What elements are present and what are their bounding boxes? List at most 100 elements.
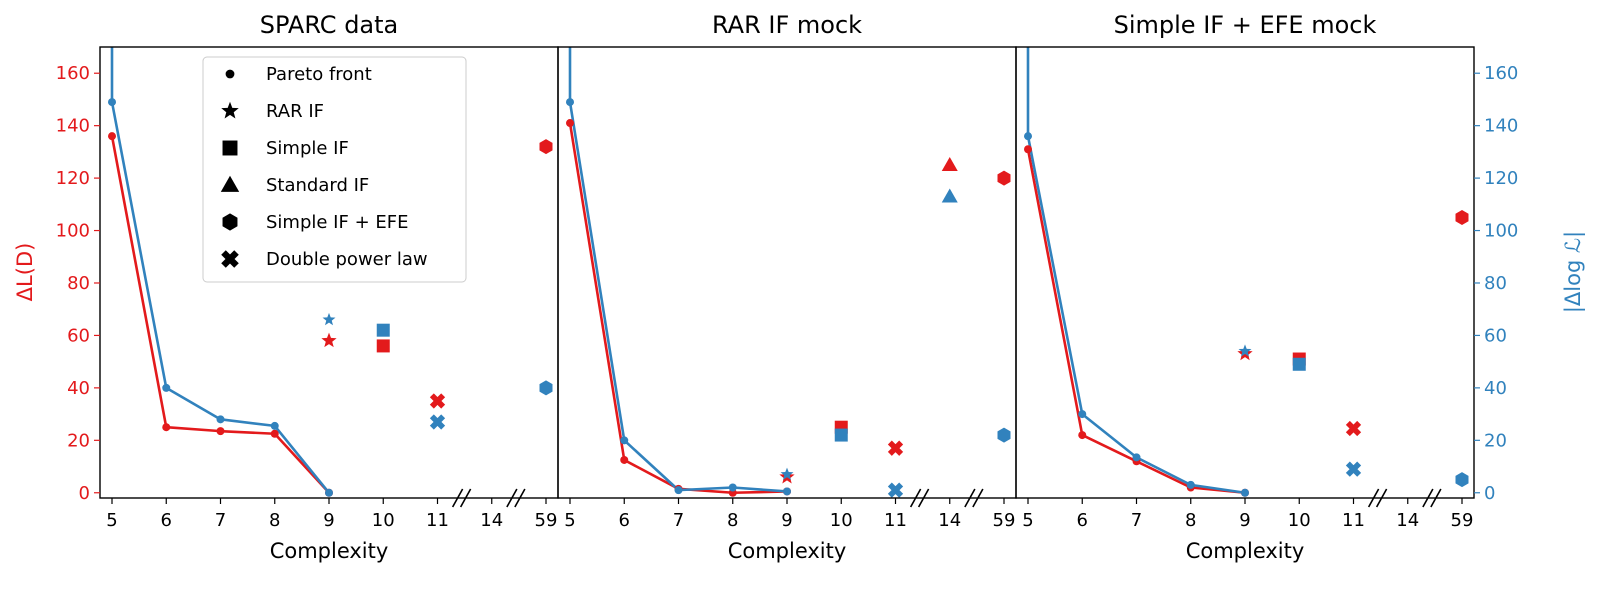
x-axis-label: Complexity <box>728 539 847 563</box>
x-tick-label: 59 <box>1451 510 1474 531</box>
y-tick-label-right: 0 <box>1484 483 1495 504</box>
y-tick-label-left: 80 <box>67 273 90 294</box>
pareto-point-delta-logL <box>216 415 225 424</box>
panel-title: Simple IF + EFE mock <box>1114 11 1377 39</box>
marker-double-power-law-delta-L <box>887 440 904 456</box>
marker-simple-if-delta-logL <box>834 428 848 442</box>
panel-1: SPARC data Complexity 5 6 7 8 9 10 11 14 59 <box>99 11 559 563</box>
marker-standard-if-delta-L <box>941 156 958 171</box>
y-tick-label-right: 160 <box>1484 63 1518 84</box>
y-tick-label-right: 140 <box>1484 116 1518 137</box>
legend-marker-hexagon <box>222 213 238 231</box>
marker-simple-if-delta-logL <box>376 323 390 337</box>
x-tick-label: 5 <box>1022 510 1033 531</box>
marker-rar-if-delta-logL <box>1238 344 1252 357</box>
y-tick-label-right: 40 <box>1484 378 1507 399</box>
pareto-point-delta-L <box>566 119 574 128</box>
marker-standard-if-delta-logL <box>941 188 958 203</box>
marker-double-power-law-delta-logL <box>887 482 904 498</box>
legend-label: RAR IF <box>266 101 324 122</box>
x-tick-label: 5 <box>106 510 117 531</box>
pareto-point-delta-L <box>270 429 279 438</box>
marker-simple-if-efe-delta-logL <box>997 427 1011 443</box>
legend-marker-cross <box>221 250 239 268</box>
pareto-point-delta-L <box>108 132 116 141</box>
pareto-point-delta-L <box>1024 145 1032 154</box>
marker-simple-if-efe-delta-L <box>1455 209 1469 225</box>
legend-marker-small-circle <box>225 69 235 79</box>
y-tick-label-right: 60 <box>1484 325 1507 346</box>
pareto-point-delta-logL <box>1132 453 1141 462</box>
x-tick-label: 6 <box>161 510 172 531</box>
pareto-line-delta-logL <box>110 47 331 494</box>
pareto-point-delta-logL <box>1078 410 1087 419</box>
pareto-point-delta-L <box>620 455 629 464</box>
pareto-line-delta-logL <box>568 47 788 493</box>
pareto-point-delta-logL <box>1241 488 1249 497</box>
x-tick-label: 10 <box>830 510 853 531</box>
pareto-point-delta-logL <box>325 488 333 497</box>
x-tick-label: 14 <box>938 510 961 531</box>
panel-3: Simple IF + EFE mock Complexity 5 6 7 8 9 10 11 1… <box>1015 11 1475 563</box>
y-tick-label-left: 40 <box>67 378 90 399</box>
x-tick-label: 14 <box>1396 510 1419 531</box>
y-axis-label-right: |Δlog ℒ| <box>1561 231 1586 313</box>
pareto-point-delta-logL <box>783 487 791 496</box>
legend-label: Pareto front <box>266 64 372 85</box>
pareto-point-delta-logL <box>566 98 574 107</box>
pareto-point-delta-L <box>162 423 171 432</box>
y-tick-label-left: 160 <box>56 63 90 84</box>
y-tick-label-left: 120 <box>56 168 90 189</box>
marker-double-power-law-delta-logL <box>1345 461 1362 477</box>
pareto-point-delta-logL <box>620 436 629 445</box>
pareto-point-delta-logL <box>1024 132 1032 141</box>
pareto-point-delta-logL <box>162 383 171 392</box>
x-tick-label: 14 <box>480 510 503 531</box>
x-tick-label: 9 <box>1239 510 1250 531</box>
y-tick-label-left: 20 <box>67 430 90 451</box>
marker-simple-if-efe-delta-L <box>539 139 553 155</box>
x-axis-label: Complexity <box>270 539 389 563</box>
pareto-point-delta-logL <box>1186 480 1195 489</box>
marker-double-power-law-delta-logL <box>429 414 446 430</box>
pareto-point-delta-L <box>1078 431 1087 440</box>
x-tick-label: 7 <box>673 510 684 531</box>
legend-marker-square <box>222 140 238 156</box>
pareto-point-delta-L <box>216 427 225 436</box>
legend-label: Standard IF <box>266 175 369 196</box>
marker-simple-if-delta-logL <box>1292 357 1306 371</box>
marker-simple-if-efe-delta-L <box>997 170 1011 186</box>
y-tick-label-left: 0 <box>79 483 90 504</box>
x-tick-label: 11 <box>1342 510 1365 531</box>
marker-simple-if-efe-delta-logL <box>1455 472 1469 488</box>
marker-rar-if-delta-logL <box>322 312 336 326</box>
pareto-point-delta-logL <box>270 421 279 430</box>
y-tick-label-left: 100 <box>56 221 90 242</box>
x-tick-label: 10 <box>372 510 395 531</box>
x-tick-label: 9 <box>323 510 334 531</box>
pareto-point-delta-logL <box>728 483 737 492</box>
panel-title: SPARC data <box>260 11 399 39</box>
marker-double-power-law-delta-L <box>1345 420 1362 437</box>
legend-label: Simple IF <box>266 138 349 159</box>
y-tick-label-right: 120 <box>1484 168 1518 189</box>
x-tick-label: 8 <box>727 510 738 531</box>
pareto-line-delta-L <box>1026 149 1246 495</box>
marker-rar-if-delta-L <box>321 332 337 348</box>
y-tick-label-left: 60 <box>67 325 90 346</box>
pareto-line-delta-logL <box>1026 47 1246 495</box>
x-tick-label: 59 <box>993 510 1016 531</box>
y-tick-label-right: 20 <box>1484 430 1507 451</box>
legend: Pareto front RAR IF Simple IF Standard IF Si… <box>202 56 467 283</box>
x-tick-label: 9 <box>781 510 792 531</box>
x-tick-label: 8 <box>1185 510 1196 531</box>
legend-label: Simple IF + EFE <box>266 212 408 233</box>
panel-frame <box>557 46 1017 499</box>
x-tick-label: 6 <box>1077 510 1088 531</box>
marker-simple-if-efe-delta-logL <box>539 380 553 396</box>
x-tick-label: 11 <box>426 510 449 531</box>
panel-title: RAR IF mock <box>712 11 862 39</box>
y-axis-label-left: ΔL(D) <box>13 243 37 302</box>
x-tick-label: 8 <box>269 510 280 531</box>
